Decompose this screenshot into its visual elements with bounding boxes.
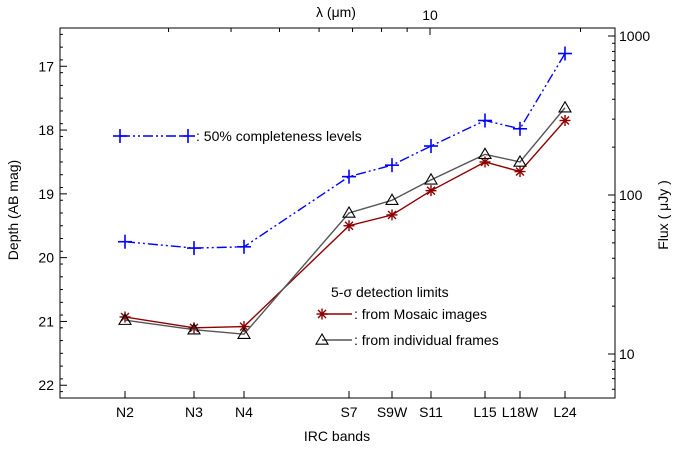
series-frames	[118, 100, 572, 339]
series-completeness	[118, 46, 572, 256]
legend-label-mosaic: : from Mosaic images	[354, 306, 487, 322]
frames-point	[237, 327, 251, 339]
x-tick-label: L24	[553, 404, 577, 420]
top-wavelength-axis: 10	[168, 7, 582, 35]
legend-heading: 5-σ detection limits	[331, 284, 449, 300]
legend-marker-frames	[315, 332, 329, 345]
plot-frame	[59, 27, 616, 399]
x-tick-label: L15	[473, 404, 497, 420]
frames-point	[513, 154, 527, 167]
frames-point	[558, 100, 572, 113]
x-tick-label: L18W	[502, 404, 539, 420]
legend-entry-completeness	[113, 129, 195, 143]
x-axis-title: IRC bands	[304, 428, 370, 444]
legend-marker-completeness	[113, 129, 127, 143]
completeness-point	[424, 139, 438, 154]
y-tick-label: 18	[38, 122, 54, 138]
mosaic-point	[479, 156, 491, 168]
mosaic-point	[514, 166, 526, 178]
legend-marker-completeness	[181, 129, 195, 143]
mosaic-point	[559, 115, 571, 126]
frames-point	[478, 147, 492, 160]
completeness-point	[187, 241, 201, 256]
y-tick-label: 17	[38, 58, 54, 74]
frames-point	[424, 172, 438, 185]
legend-entry-frames	[315, 332, 352, 345]
x-tick-label: N4	[235, 404, 253, 420]
completeness-point	[478, 113, 492, 128]
flux-tick-label: 100	[619, 187, 643, 203]
series-mosaic	[119, 115, 571, 334]
completeness-point	[385, 158, 399, 173]
y-axis-title: Depth (AB mag)	[5, 160, 21, 260]
series-layer	[118, 46, 572, 339]
legend-entry-mosaic	[316, 308, 352, 320]
legend: : 50% completeness levels 5-σ detection …	[113, 128, 499, 348]
mosaic-point	[425, 185, 437, 197]
lambda-tick-label: 10	[422, 7, 438, 23]
x-tick-label: N3	[185, 404, 203, 420]
mosaic-point	[386, 209, 398, 221]
flux-tick-label: 1000	[619, 28, 650, 44]
x-tick-label: S7	[340, 404, 357, 420]
y-tick-label: 20	[38, 250, 54, 266]
legend-label-completeness: : 50% completeness levels	[196, 128, 362, 144]
series-frames-line	[124, 107, 566, 335]
right-axis-title: Flux ( μJy )	[655, 180, 671, 250]
y-tick-label: 22	[38, 377, 54, 393]
x-tick-label: S9W	[377, 404, 408, 420]
left-y-axis: 17 18 19 20 21 22	[38, 33, 67, 393]
flux-tick-label: 10	[619, 346, 635, 362]
completeness-point	[342, 169, 356, 184]
y-tick-label: 21	[38, 313, 54, 329]
legend-label-frames: : from individual frames	[354, 332, 499, 348]
x-tick-label: S11	[419, 404, 443, 420]
x-axis: N2 N3 N4 S7 S9W S11 L15 L18W L24	[116, 391, 577, 420]
completeness-point	[237, 239, 251, 254]
frames-point	[118, 313, 132, 325]
mosaic-point	[343, 220, 355, 232]
frames-point	[187, 322, 201, 335]
frames-point	[342, 205, 356, 218]
x-tick-label: N2	[116, 404, 134, 420]
completeness-point	[558, 46, 572, 61]
right-flux-axis: 10 100 1000	[608, 28, 650, 390]
mosaic-point	[238, 321, 250, 333]
completeness-point	[513, 121, 527, 136]
completeness-point	[118, 234, 132, 249]
top-axis-title: λ (μm)	[316, 4, 356, 20]
legend-marker-mosaic	[316, 308, 328, 320]
frames-point	[385, 193, 399, 205]
series-completeness-line	[124, 53, 566, 249]
y-tick-label: 19	[38, 186, 54, 202]
